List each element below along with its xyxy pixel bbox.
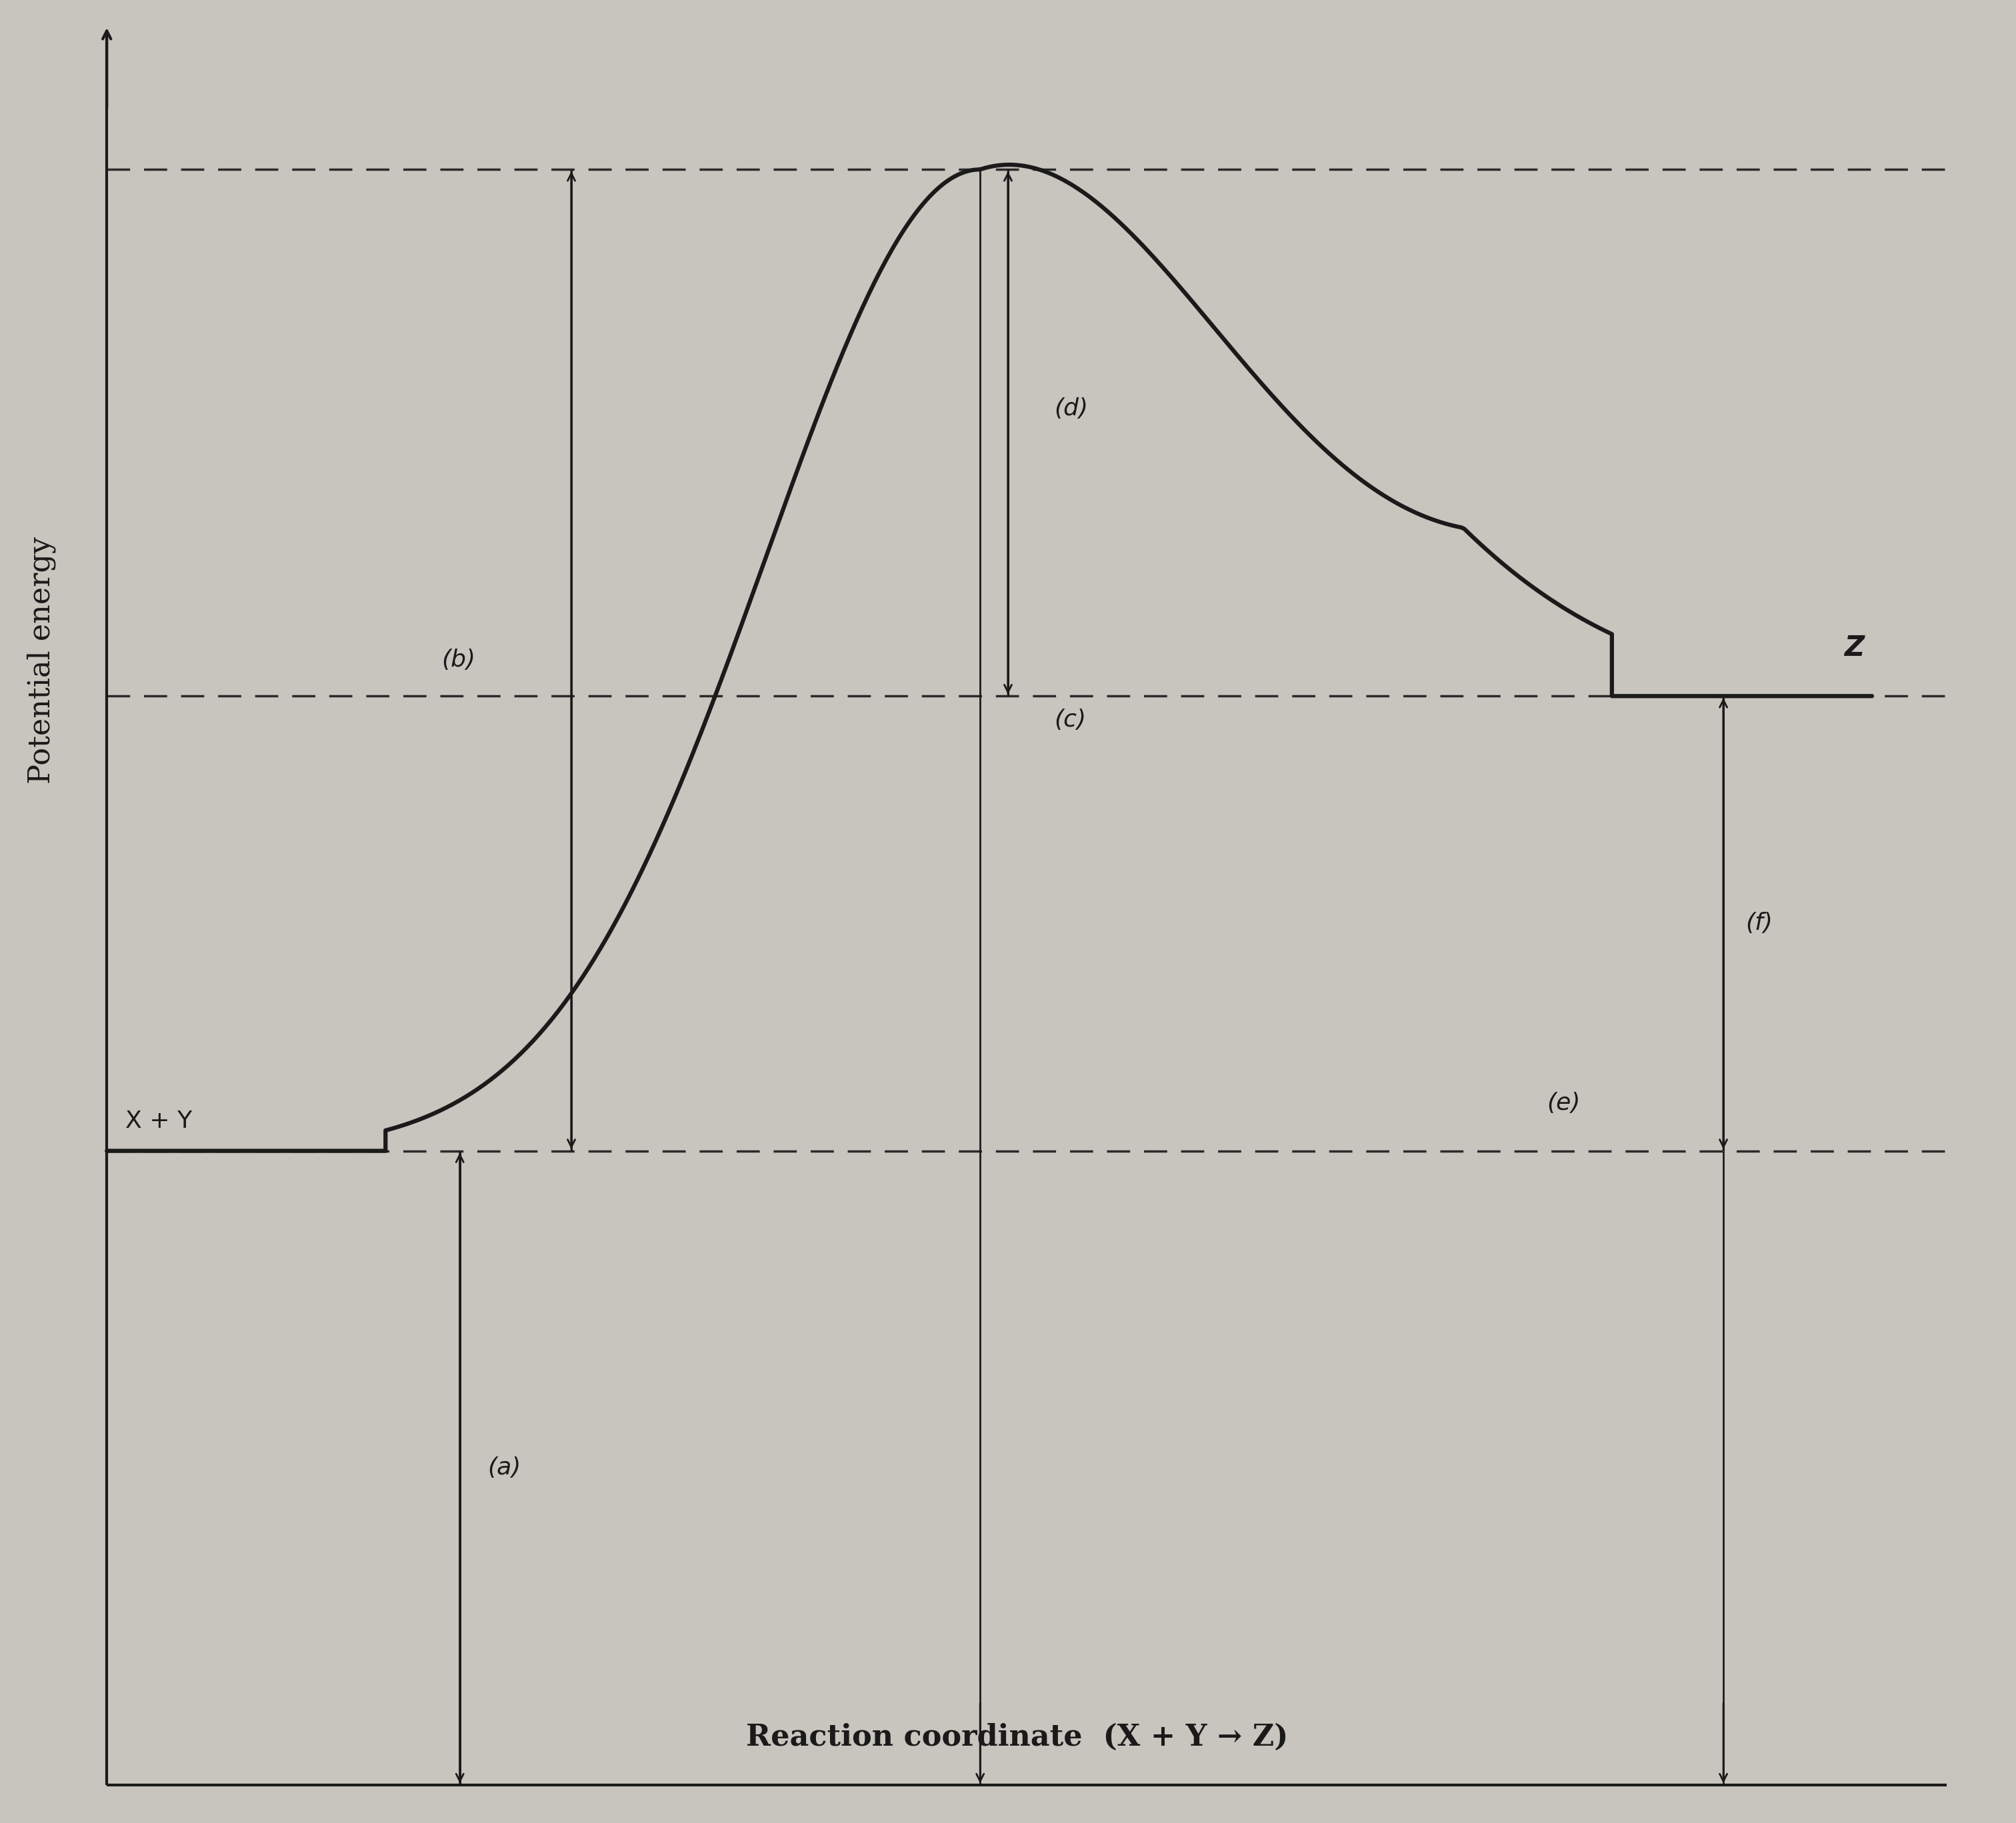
Text: (c): (c) xyxy=(1054,709,1087,731)
Text: X + Y: X + Y xyxy=(125,1110,192,1132)
Text: (b): (b) xyxy=(442,649,476,671)
Text: Z: Z xyxy=(1845,634,1865,662)
Text: (e): (e) xyxy=(1546,1092,1581,1114)
Text: (a): (a) xyxy=(488,1457,522,1478)
Text: (d): (d) xyxy=(1054,397,1089,419)
Text: Reaction coordinate  (X + Y → Z): Reaction coordinate (X + Y → Z) xyxy=(746,1723,1288,1752)
Text: Potential energy: Potential energy xyxy=(26,536,56,784)
Text: (f): (f) xyxy=(1746,912,1772,935)
